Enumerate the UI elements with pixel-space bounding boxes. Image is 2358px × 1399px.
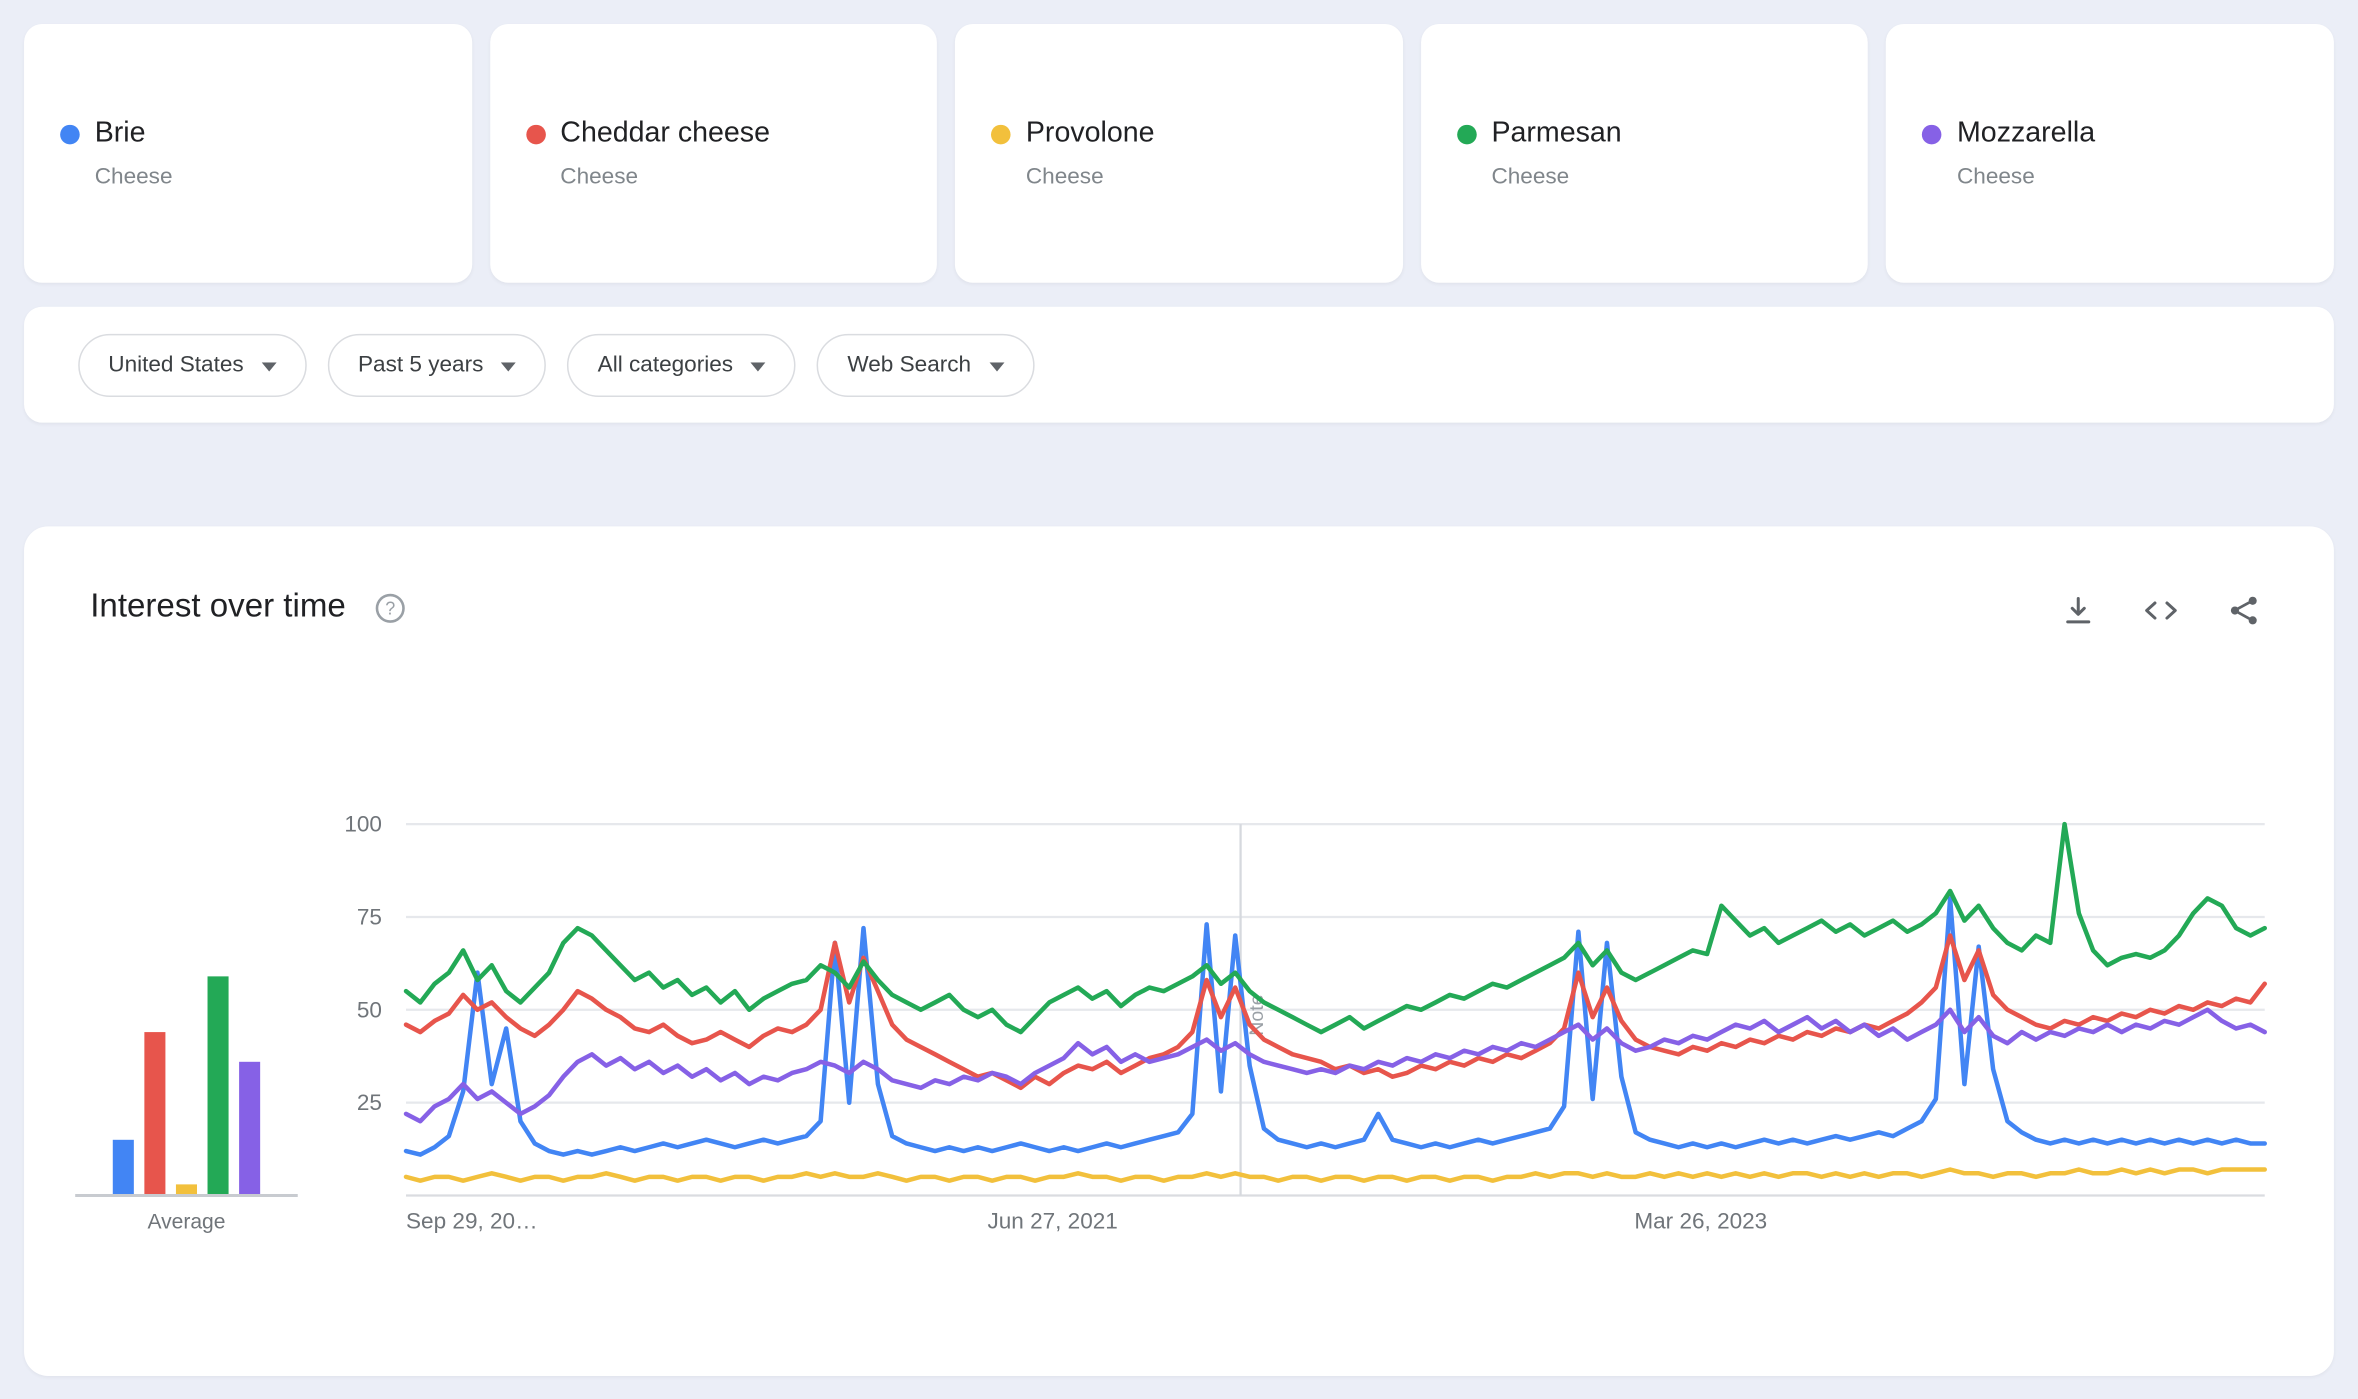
series-color-dot [991,124,1011,144]
filter-time-range-dropdown[interactable]: Past 5 years [327,333,547,397]
term-card[interactable]: Mozzarella Cheese [1886,24,2334,283]
download-icon[interactable] [2060,592,2096,628]
svg-text:?: ? [385,598,395,618]
filter-category-label: All categories [597,351,734,378]
term-card[interactable]: Cheddar cheese Cheese [489,24,938,283]
average-bar-mozzarella [239,1061,261,1196]
filter-time-range-label: Past 5 years [357,351,484,378]
series-line-mozzarella [403,1007,2267,1124]
series-line-brie [403,896,2267,1157]
filter-search-type-dropdown[interactable]: Web Search [817,333,1035,397]
series-line-parmesan [403,821,2267,1035]
chevron-down-icon [501,361,517,371]
series-color-dot [525,124,546,144]
chevron-down-icon [751,361,767,371]
series-color-dot [1922,124,1942,144]
filter-region-label: United States [108,351,244,378]
series-color-dot [1456,124,1477,144]
series-line-cheddar-cheese [403,933,2267,1091]
term-sublabel: Cheese [1957,163,2035,190]
x-axis-tick-label: Mar 26, 2023 [1634,1209,1767,1234]
chart-actions [2060,592,2262,628]
chart-header: Interest over time ? [90,586,407,625]
term-sublabel: Cheese [1491,163,1570,190]
term-label: Cheddar cheese [560,117,770,149]
interest-over-time-card: Interest over time ? [24,526,2334,1376]
y-axis-tick-label: 50 [357,997,382,1022]
help-icon[interactable]: ? [373,590,408,625]
average-bar-parmesan [207,976,229,1196]
average-bar-provolone [175,1184,197,1196]
filter-search-type-label: Web Search [847,351,972,378]
share-icon[interactable] [2226,592,2262,628]
term-sublabel: Cheese [1025,163,1104,190]
x-axis-tick-label: Jun 27, 2021 [987,1209,1117,1234]
term-sublabel: Cheese [560,163,639,190]
y-axis-tick-label: 100 [344,812,382,837]
term-head: Brie [60,117,471,150]
term-card[interactable]: Provolone Cheese [955,24,1403,283]
x-axis-tick-label: Sep 29, 20… [406,1209,538,1234]
chart-title: Interest over time [90,586,346,625]
term-head: Parmesan [1456,117,1868,150]
term-head: Mozzarella [1922,117,2333,150]
y-axis-tick-label: 75 [357,904,382,929]
term-sublabel: Cheese [94,163,173,190]
term-label: Brie [94,117,146,149]
term-card[interactable]: Brie Cheese [24,24,472,283]
term-cards-row: Brie Cheese Cheddar cheese Cheese Provol… [0,0,2358,283]
filter-region-dropdown[interactable]: United States [78,333,307,397]
term-label: Parmesan [1491,117,1622,149]
term-label: Provolone [1025,117,1155,149]
chevron-down-icon [989,361,1005,371]
term-card[interactable]: Parmesan Cheese [1420,24,1869,283]
filters-bar: United States Past 5 years All categorie… [24,306,2334,423]
term-head: Provolone [991,117,1402,150]
average-bar-brie [112,1139,134,1196]
term-label: Mozzarella [1957,117,2096,149]
average-label: Average [147,1211,225,1234]
average-bar-cheddar-cheese [144,1032,166,1196]
term-head: Cheddar cheese [525,117,937,150]
series-line-provolone [403,1167,2267,1183]
chevron-down-icon [261,361,277,371]
embed-code-icon[interactable] [2141,592,2180,628]
y-axis-tick-label: 25 [357,1090,382,1115]
filter-category-dropdown[interactable]: All categories [567,333,797,397]
series-color-dot [60,124,80,144]
